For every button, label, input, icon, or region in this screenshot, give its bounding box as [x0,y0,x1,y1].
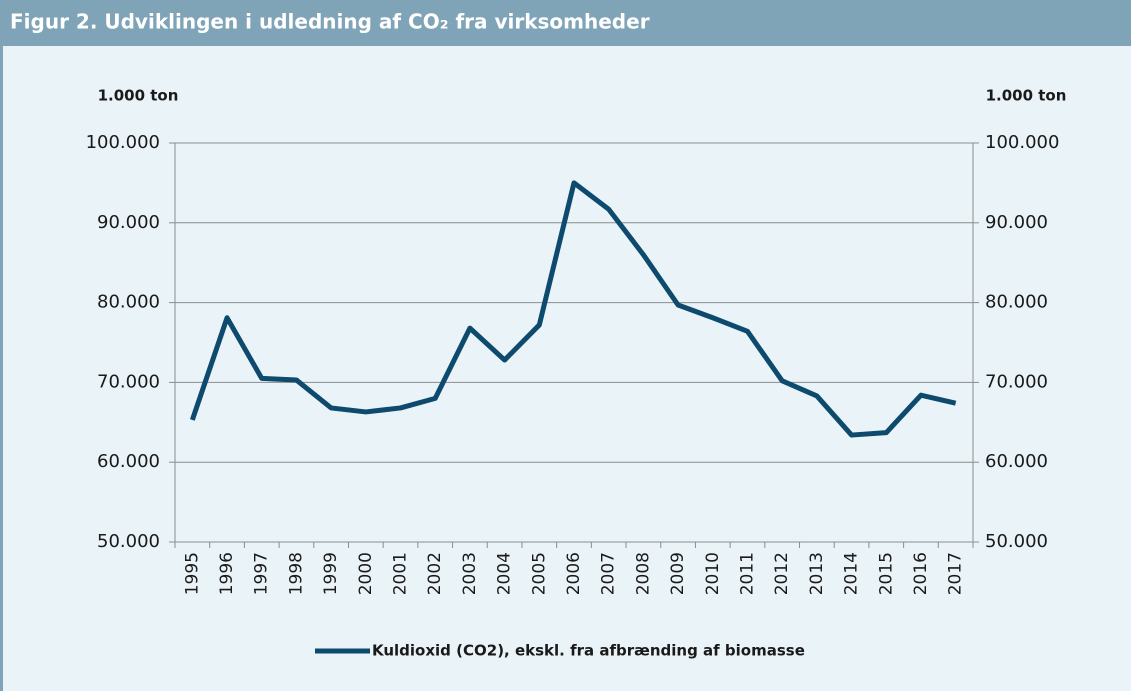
x-tick-label: 2000 [356,552,376,595]
x-tick-label: 2005 [529,552,549,595]
y-tick-label: 70.000 [97,371,160,392]
x-tick-label: 1999 [321,552,341,595]
y-tick-label: 90.000 [97,212,160,233]
y2-tick-label: 90.000 [985,212,1048,233]
x-tick-label: 2013 [807,552,827,595]
x-tick-label: 2002 [425,552,445,595]
x-tick-label: 1997 [252,552,272,595]
chart-title: Figur 2. Udviklingen i udledning af CO₂ … [10,10,650,34]
x-tick-label: 1998 [286,552,306,595]
data-line [189,180,957,438]
y-axis-label: 1.000 ton [98,87,179,105]
y-tick-label: 80.000 [97,292,160,313]
y2-tick-label: 60.000 [985,451,1048,472]
x-tick-label: 2010 [703,552,723,595]
x-tick-label: 1996 [217,552,237,595]
x-tick-label: 2007 [599,552,619,595]
x-tick-label: 2006 [564,552,584,595]
y2-tick-label: 80.000 [985,292,1048,313]
x-tick-label: 2012 [772,552,792,595]
y-tick-label: 60.000 [97,451,160,472]
y2-tick-label: 50.000 [985,531,1048,552]
legend-label: Kuldioxid (CO2), ekskl. fra afbrænding a… [372,642,805,660]
y-tick-label: 100.000 [86,132,160,153]
x-tick-label: 2015 [876,552,896,595]
x-tick-label: 2009 [668,552,688,595]
y-tick-label: 50.000 [97,531,160,552]
header-bar [0,0,1131,46]
y2-tick-label: 100.000 [985,132,1059,153]
y2-tick-label: 70.000 [985,371,1048,392]
left-border [0,0,3,691]
x-tick-label: 2004 [495,552,515,595]
y2-axis-label: 1.000 ton [986,87,1067,105]
x-tick-label: 2014 [842,552,862,595]
x-tick-label: 2017 [946,552,966,595]
x-tick-label: 2003 [460,552,480,595]
x-tick-label: 2001 [391,552,411,595]
x-tick-label: 2016 [911,552,931,595]
x-tick-label: 1995 [182,552,202,595]
x-tick-label: 2011 [737,552,757,595]
x-tick-label: 2008 [633,552,653,595]
